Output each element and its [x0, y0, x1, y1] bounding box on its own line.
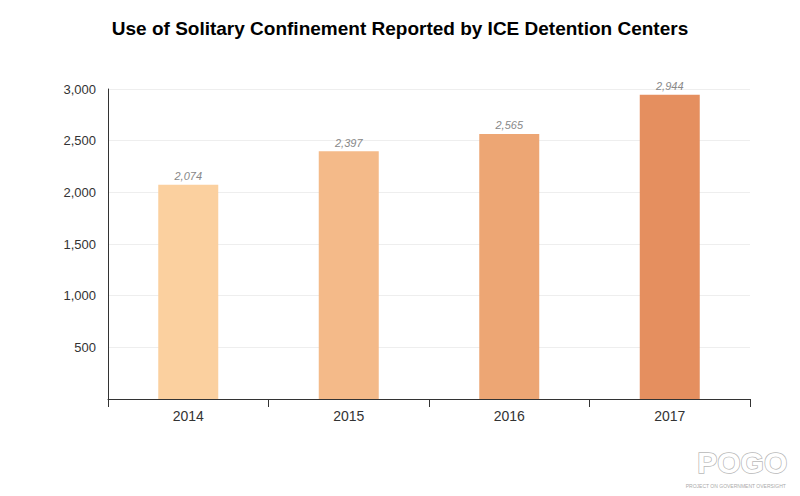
- svg-text:POGO: POGO: [697, 446, 787, 479]
- svg-text:2,565: 2,565: [494, 119, 523, 131]
- svg-text:500: 500: [74, 340, 96, 355]
- svg-text:2016: 2016: [494, 408, 525, 424]
- svg-text:2,500: 2,500: [63, 133, 96, 148]
- svg-text:2,074: 2,074: [173, 170, 202, 182]
- svg-text:1,500: 1,500: [63, 237, 96, 252]
- svg-text:2017: 2017: [654, 408, 685, 424]
- svg-text:2015: 2015: [333, 408, 364, 424]
- svg-text:2,397: 2,397: [334, 137, 363, 149]
- svg-text:2,944: 2,944: [655, 80, 684, 92]
- svg-text:1,000: 1,000: [63, 288, 96, 303]
- svg-text:Use of Solitary Confinement Re: Use of Solitary Confinement Reported by …: [112, 18, 688, 39]
- svg-text:2,000: 2,000: [63, 185, 96, 200]
- svg-text:PROJECT ON GOVERNMENT OVERSIGH: PROJECT ON GOVERNMENT OVERSIGHT: [686, 483, 786, 489]
- svg-text:2014: 2014: [173, 408, 204, 424]
- svg-text:3,000: 3,000: [63, 82, 96, 97]
